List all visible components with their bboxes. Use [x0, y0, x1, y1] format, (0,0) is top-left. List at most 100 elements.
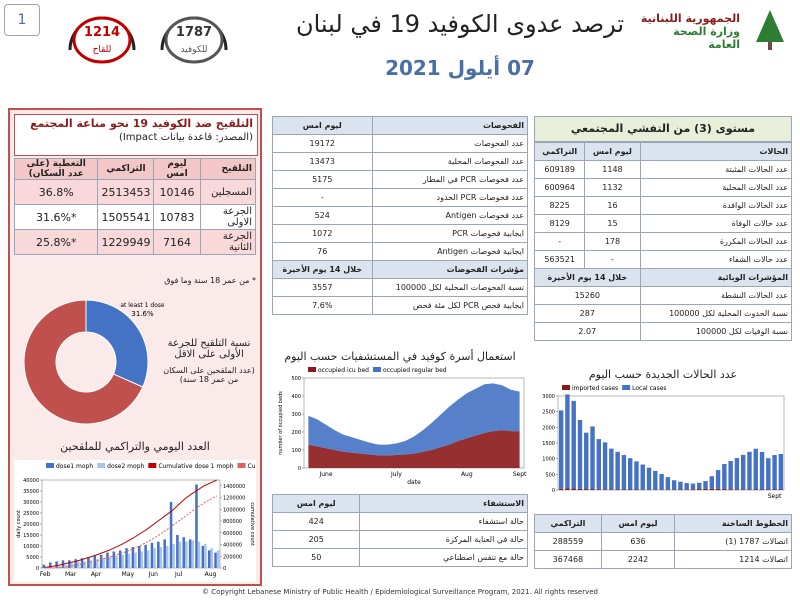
x-tick-label: Sept: [513, 471, 527, 478]
bar: [201, 546, 205, 568]
table-cell: 10783: [153, 204, 201, 230]
bar: [766, 458, 771, 490]
bar: [627, 458, 633, 490]
table-cell: 1505541: [97, 204, 155, 230]
bar: [602, 489, 608, 490]
table-header-cell: التغطية (على عدد السكان): [13, 158, 99, 180]
table-cell: 8129: [533, 214, 586, 233]
y-tick-label: 40000: [23, 478, 39, 484]
footer: © Copyright Lebanese Ministry of Public …: [201, 588, 598, 596]
table-header-row: التلقيح ليوم امس التراكمي التغطية (على عدد …: [13, 158, 257, 180]
table-cell: عدد الفحوصات: [371, 134, 529, 153]
table-cell: 424: [271, 512, 361, 531]
bar: [74, 559, 77, 568]
table-row: ايجابية فحوصات Antigen 76: [272, 242, 529, 261]
table-cell: 600964: [533, 178, 586, 197]
bar: [671, 480, 677, 490]
ministry-line: وزارة الصحة العامة: [673, 25, 740, 51]
bar: [558, 488, 564, 490]
y-tick-label: 30000: [23, 500, 39, 506]
hotline-label: للقاح: [93, 45, 112, 55]
legend-swatch: [372, 367, 381, 372]
hotline-circle: [72, 16, 132, 64]
bar: [715, 470, 721, 489]
legend-swatch: [46, 463, 54, 468]
legend-label: occupied icu bed: [318, 367, 369, 374]
bar: [182, 537, 186, 568]
line: [45, 479, 218, 568]
pie-slice: [23, 299, 144, 425]
bar: [596, 489, 602, 490]
table-header-row: الخطوط الساخنة ليوم امس التراكمي: [534, 514, 792, 533]
table-cell: عدد الحالات المكررة: [639, 232, 793, 251]
y2-tick-label: 0: [223, 566, 226, 572]
bar: [571, 400, 576, 489]
bar: [722, 463, 727, 490]
y2-tick-label: 1400000: [223, 484, 245, 490]
legend-label: Local cases: [632, 385, 666, 392]
hotline-circle: [164, 16, 224, 64]
table-cell: 3557: [272, 278, 373, 297]
bar: [747, 489, 752, 490]
table-cell: 288559: [534, 532, 602, 551]
y-tick-label: 100: [291, 448, 301, 454]
table-row: عدد فحوصات Antigen 524: [272, 206, 529, 225]
legend-swatch: [148, 463, 157, 468]
new-cases-title: عدد الحالات الجديدة حسب اليوم: [588, 368, 738, 381]
y2-tick-label: 1200000: [223, 496, 245, 502]
bar: [740, 454, 746, 490]
table-cell: عدد الحالات النشطة: [639, 286, 793, 305]
bar: [577, 488, 583, 490]
bar: [609, 448, 614, 490]
legend-swatch: [97, 463, 106, 468]
table-row: حالة استشفاء 424: [271, 512, 528, 531]
table-cell: 287: [534, 304, 641, 323]
table-cell: 50: [271, 548, 361, 567]
bar: [57, 565, 61, 568]
legend-label: Cumulative dose 1 moph: [158, 463, 233, 470]
legend-swatch: [562, 385, 570, 390]
hotline-number: 1787: [176, 25, 212, 40]
bar: [70, 562, 74, 568]
hotline-label: للكوفيد: [180, 45, 207, 55]
table-cell: 2513453: [97, 179, 155, 205]
table-header-cell: ليوم امس: [272, 116, 373, 135]
table-header-cell: خلال 14 يوم الأخيرة: [534, 268, 641, 287]
date: 07 أيلول 2021: [385, 56, 535, 80]
y-tick-label: 20000: [23, 522, 39, 528]
bar: [48, 562, 52, 568]
bar: [565, 488, 570, 490]
table-cell: 7164: [153, 229, 201, 255]
bar: [172, 543, 175, 568]
hotline-number: 1214: [84, 25, 120, 40]
table-header-cell: ليوم امس: [600, 514, 676, 533]
bar: [747, 451, 752, 490]
table-header-cell: ليوم امس: [271, 494, 361, 513]
hotline-table: الخطوط الساخنة ليوم امس التراكمي اتصالات 17…: [534, 514, 792, 569]
donut-subcaption: (عدد الملقحين على السكان من عمر 18 سنة): [163, 366, 255, 384]
table-cell: 13473: [272, 152, 373, 171]
bar: [697, 482, 702, 490]
bar: [191, 540, 194, 568]
table-cell: 1132: [584, 178, 641, 197]
y2-tick-label: 800000: [223, 519, 242, 525]
bar: [778, 454, 784, 490]
bar: [734, 489, 740, 490]
y2-axis-label: cumulative count: [249, 502, 255, 546]
bar: [653, 470, 658, 490]
bar: [709, 488, 715, 490]
bar: [722, 489, 727, 490]
bar: [584, 432, 589, 490]
table-cell: حالة في العناية المركزة: [359, 530, 528, 549]
table-cell: 15: [584, 214, 641, 233]
table-cell: 367468: [534, 550, 602, 569]
bar: [684, 483, 689, 490]
table-row: نسبة الحدوث المحلية لكل 100000 287: [534, 304, 793, 323]
bar: [163, 539, 166, 568]
table-row: حالة في العناية المركزة 205: [271, 530, 528, 549]
bar: [565, 394, 570, 489]
bar: [106, 552, 109, 568]
table-row: عدد الحالات المثبتة 1148 609189: [533, 160, 793, 179]
bar: [753, 489, 758, 490]
bar: [112, 551, 116, 568]
